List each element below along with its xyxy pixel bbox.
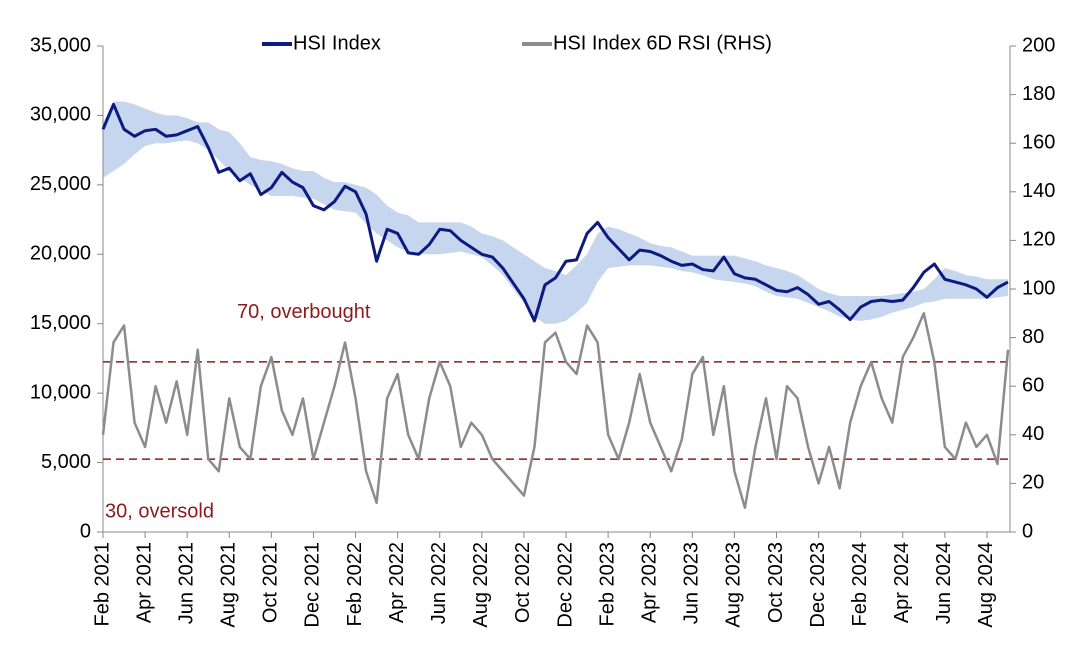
y-tick-label: 10,000 — [30, 381, 91, 403]
x-tick-label: Oct 2022 — [512, 542, 534, 623]
y2-tick-label: 0 — [1022, 520, 1033, 542]
x-tick-label: Feb 2024 — [849, 542, 871, 627]
y2-tick-label: 100 — [1022, 277, 1055, 299]
reference-label: 30, oversold — [105, 500, 214, 522]
y-tick-label: 25,000 — [30, 173, 91, 195]
y-tick-label: 30,000 — [30, 104, 91, 126]
y-tick-label: 5,000 — [41, 451, 91, 473]
y2-tick-label: 120 — [1022, 229, 1055, 251]
y-tick-label: 15,000 — [30, 312, 91, 334]
x-tick-label: Jun 2023 — [681, 542, 703, 624]
y2-tick-label: 160 — [1022, 131, 1055, 153]
series-line — [101, 102, 1009, 323]
y2-tick-label: 40 — [1022, 423, 1044, 445]
x-tick-label: Aug 2021 — [218, 542, 240, 628]
x-tick-label: Oct 2023 — [765, 542, 787, 623]
y-tick-label: 35,000 — [30, 34, 91, 56]
x-tick-label: Aug 2024 — [975, 542, 997, 628]
x-tick-label: Aug 2022 — [470, 542, 492, 628]
y2-tick-label: 180 — [1022, 83, 1055, 105]
x-tick-label: Apr 2023 — [638, 542, 660, 623]
x-tick-label: Jun 2024 — [933, 542, 955, 624]
x-tick-label: Dec 2022 — [554, 542, 576, 628]
x-tick-label: Jun 2021 — [175, 542, 197, 624]
legend-label: HSI Index 6D RSI (RHS) — [553, 32, 772, 54]
x-tick-label: Feb 2021 — [91, 542, 113, 627]
x-tick-label: Feb 2023 — [596, 542, 618, 627]
y2-tick-label: 140 — [1022, 180, 1055, 202]
y2-tick-label: 80 — [1022, 326, 1044, 348]
x-tick-label: Apr 2024 — [891, 542, 913, 623]
y-tick-label: 20,000 — [30, 243, 91, 265]
x-tick-label: Jun 2022 — [428, 542, 450, 624]
legend-label: HSI Index — [293, 32, 381, 54]
x-tick-label: Feb 2022 — [344, 542, 366, 627]
x-tick-label: Oct 2021 — [260, 542, 282, 623]
series-line — [101, 312, 1010, 509]
x-tick-label: Dec 2021 — [302, 542, 324, 628]
y-tick-label: 0 — [80, 520, 91, 542]
reference-label: 70, overbought — [237, 301, 371, 323]
y2-tick-label: 20 — [1022, 472, 1044, 494]
y2-tick-label: 60 — [1022, 374, 1044, 396]
x-tick-label: Apr 2021 — [133, 542, 155, 623]
x-tick-label: Aug 2023 — [723, 542, 745, 628]
y2-tick-label: 200 — [1022, 34, 1055, 56]
x-tick-label: Apr 2022 — [386, 542, 408, 623]
range-band — [103, 101, 1008, 324]
x-tick-label: Dec 2023 — [807, 542, 829, 628]
